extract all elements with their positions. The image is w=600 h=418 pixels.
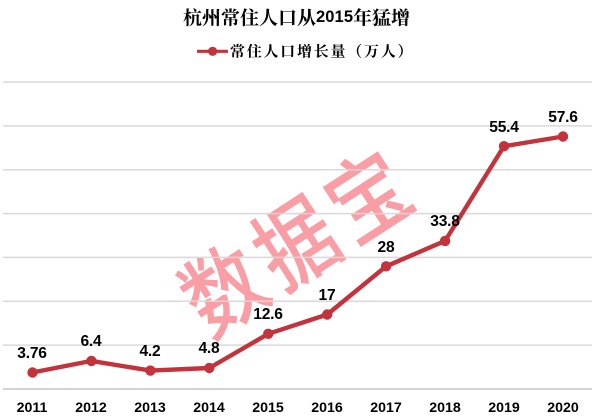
svg-text:2015: 2015 bbox=[316, 8, 353, 26]
